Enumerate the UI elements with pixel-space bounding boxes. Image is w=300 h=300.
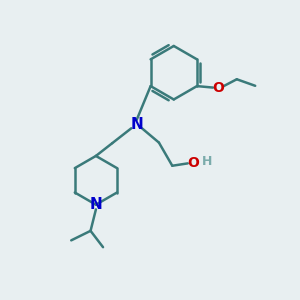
Text: N: N	[130, 117, 143, 132]
Text: O: O	[212, 81, 224, 94]
Text: O: O	[187, 156, 199, 170]
Text: H: H	[202, 155, 213, 168]
Text: N: N	[89, 197, 102, 212]
